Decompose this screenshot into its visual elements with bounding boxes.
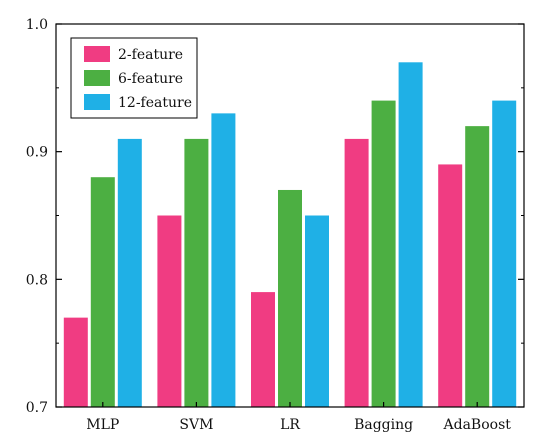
x-tick-label: Bagging (354, 417, 413, 433)
y-tick-label: 0.7 (26, 400, 48, 416)
bar-bagging-2-feature (344, 138, 369, 407)
legend-label: 12-feature (118, 95, 192, 111)
x-axis: MLP SVM LR Bagging AdaBoost (86, 402, 511, 433)
bar-svm-12-feature (211, 113, 236, 407)
y-tick-label: 0.8 (26, 272, 48, 288)
x-tick-label: AdaBoost (443, 417, 512, 433)
bar-bagging-6-feature (371, 100, 396, 407)
bar-lr-2-feature (251, 292, 275, 407)
y-tick-label: 0.9 (26, 145, 48, 161)
bar-mlp-6-feature (90, 177, 115, 407)
bar-lr-6-feature (278, 189, 302, 407)
legend-label: 6-feature (118, 71, 183, 87)
legend-swatch (84, 46, 110, 62)
bars-group (63, 62, 517, 408)
bar-svm-2-feature (157, 215, 182, 407)
bar-lr-12-feature (305, 215, 329, 407)
y-axis: 0.7 0.8 0.9 1.0 (26, 17, 524, 416)
legend-label: 2-feature (118, 47, 183, 63)
bar-adaboost-12-feature (492, 100, 517, 407)
x-tick-label: SVM (179, 417, 213, 433)
legend-swatch (84, 70, 110, 86)
legend-swatch (84, 94, 110, 110)
bar-adaboost-6-feature (465, 126, 490, 407)
bar-svm-6-feature (184, 138, 209, 407)
x-tick-label: LR (280, 417, 300, 433)
bar-bagging-12-feature (398, 62, 423, 408)
bar-adaboost-2-feature (438, 164, 463, 407)
bar-mlp-2-feature (63, 317, 88, 407)
bar-mlp-12-feature (117, 138, 142, 407)
y-tick-label: 1.0 (26, 17, 48, 33)
legend: 2-feature 6-feature 12-feature (70, 37, 198, 119)
x-tick-label: MLP (86, 417, 119, 433)
